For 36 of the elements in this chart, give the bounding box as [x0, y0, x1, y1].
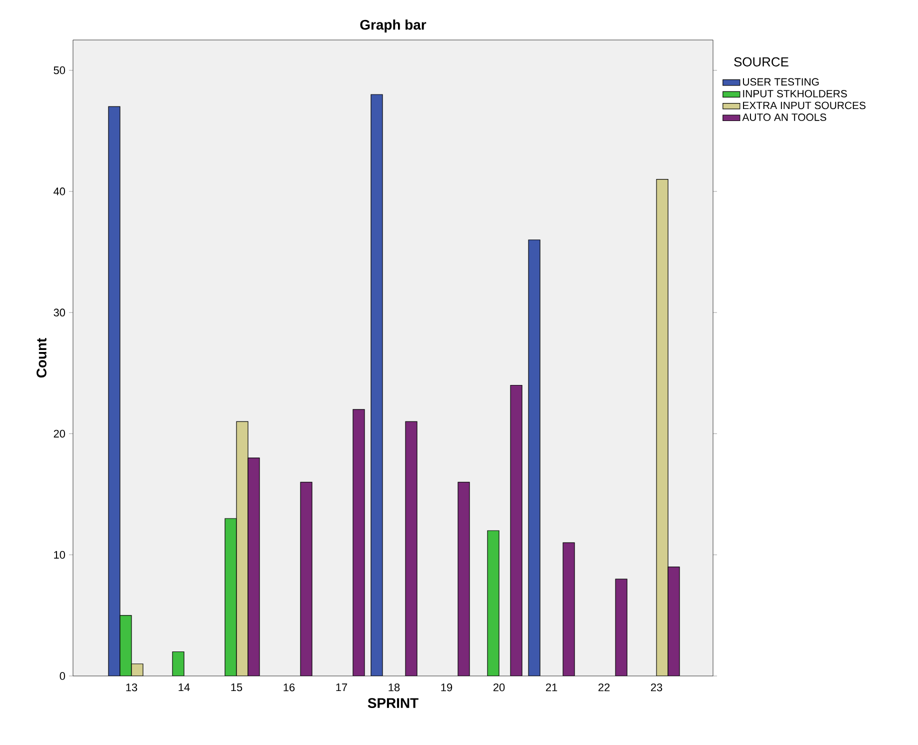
- bar: [236, 421, 248, 676]
- chart-title: Graph bar: [360, 19, 426, 32]
- bar: [615, 578, 628, 676]
- bar: [405, 421, 418, 676]
- bar: [300, 482, 312, 676]
- legend-title: SOURCE: [734, 57, 788, 66]
- bar: [562, 542, 575, 676]
- y-tick-label: 0: [60, 672, 66, 680]
- x-tick-label: 23: [650, 684, 662, 692]
- x-tick-label: 22: [598, 684, 610, 692]
- x-tick-label: 15: [231, 684, 242, 692]
- x-tick-label: 18: [388, 684, 400, 692]
- x-axis-title: SPRINT: [368, 698, 418, 708]
- legend-label: INPUT STKHOLDERS: [743, 90, 847, 98]
- bar: [656, 178, 668, 676]
- x-tick-label: 19: [441, 684, 452, 692]
- legend-label: EXTRA INPUT SOURCES: [743, 102, 866, 110]
- x-tick-label: 20: [493, 684, 505, 692]
- bar: [352, 409, 365, 676]
- bar: [248, 458, 260, 676]
- y-tick-label: 30: [54, 308, 66, 316]
- bar: [458, 482, 470, 676]
- y-tick-label: 40: [54, 188, 66, 196]
- x-tick-label: 14: [178, 684, 190, 692]
- y-tick-label: 50: [54, 66, 66, 74]
- y-tick-label: 10: [54, 550, 66, 559]
- y-tick-label: 20: [54, 430, 66, 438]
- bar: [668, 566, 680, 676]
- x-tick-label: 13: [126, 684, 138, 692]
- bar: [510, 384, 522, 676]
- x-tick-label: 21: [546, 684, 558, 692]
- y-axis-title: Count: [36, 338, 46, 378]
- x-tick-label: 16: [284, 684, 295, 692]
- legend-label: AUTO AN TOOLS: [742, 114, 826, 121]
- x-tick-label: 17: [336, 684, 348, 692]
- legend-label: USER TESTING: [743, 78, 819, 86]
